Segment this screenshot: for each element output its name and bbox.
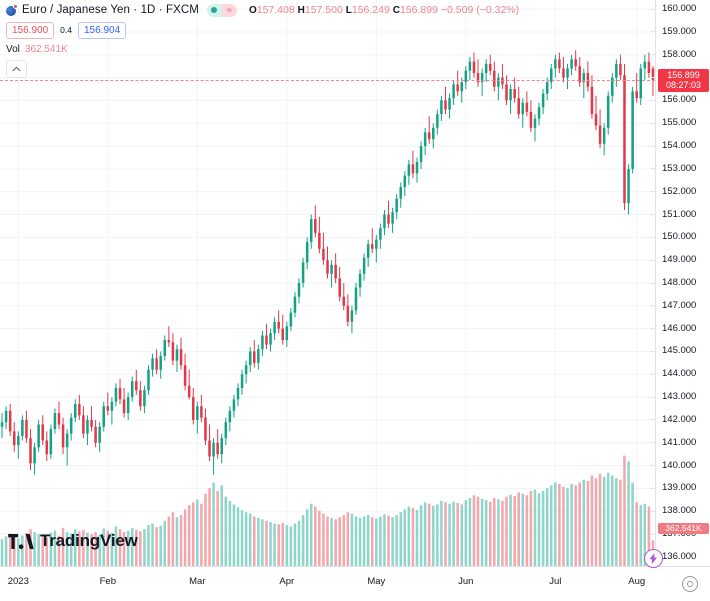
legend-title-row: Euro / Japanese Yen · 1D · FXCM ≈ O157.4… (6, 2, 519, 18)
time-axis[interactable]: 2023 Feb Mar Apr May Jun Jul Aug (0, 566, 710, 601)
volume-label: Vol (6, 44, 20, 55)
bolt-glyph-icon (649, 553, 658, 564)
price-axis-tick (651, 191, 656, 193)
price-axis-tick (651, 533, 656, 535)
price-badge-time: 08:27:03 (665, 80, 702, 91)
price-axis-tick (651, 282, 656, 284)
ohlc-l-val: 156.249 (351, 4, 390, 16)
time-axis-label: Aug (628, 576, 646, 587)
price-axis-tick (651, 214, 656, 216)
price-axis-tick (651, 122, 656, 124)
ohlc-c-val: 156.899 (400, 4, 438, 16)
price-axis-tick (651, 373, 656, 375)
price-badge-value: 156.899 (667, 69, 700, 80)
time-axis-label: Jun (458, 576, 474, 587)
price-axis-label: 152.000 (662, 185, 697, 197)
legend-quote-row: 156.900 0.4 156.904 (6, 21, 519, 39)
ohlc-h-key: H (297, 5, 305, 16)
ohlc-o-val: 157.408 (256, 4, 295, 16)
price-axis-label: 148.000 (662, 277, 697, 288)
price-axis-tick (651, 396, 656, 398)
price-axis-label: 146.000 (662, 322, 697, 334)
ohlc-c-key: C (392, 5, 400, 16)
price-axis-tick (651, 487, 656, 489)
volume-value: 362.541K (24, 44, 68, 55)
price-axis-label: 154.000 (662, 140, 697, 152)
price-axis-tick (651, 145, 656, 147)
price-axis-tick (651, 168, 656, 170)
price-axis-label: 151.000 (662, 208, 697, 220)
volume-badge[interactable]: 362.541K (658, 523, 709, 535)
price-axis-tick (651, 8, 656, 10)
current-price-badge[interactable]: 156.899 08:27:03 (658, 68, 709, 92)
price-axis-label: 140.000 (662, 459, 697, 471)
legend-volume-row: Vol 362.541K (6, 43, 519, 56)
price-axis-tick (651, 510, 656, 512)
eurjpy-flag-icon (6, 3, 18, 16)
price-axis-label: 156.000 (662, 94, 697, 106)
price-axis-label: 142.000 (662, 413, 697, 425)
price-axis-label: 155.000 (662, 117, 697, 129)
data-mode-icon: ≈ (221, 3, 237, 17)
price-axis-label: 147.000 (662, 299, 697, 311)
price-axis-tick (651, 54, 656, 56)
chart-legend[interactable]: Euro / Japanese Yen · 1D · FXCM ≈ O157.4… (6, 2, 519, 78)
candlestick-series (0, 50, 655, 566)
price-axis-tick (651, 236, 656, 238)
price-axis[interactable]: 136.000137.000138.000139.000140.000141.0… (651, 0, 710, 566)
price-axis-tick (651, 328, 656, 330)
price-axis-label: 144.000 (662, 368, 697, 380)
price-axis-tick (651, 465, 656, 467)
time-axis-label: May (367, 576, 386, 587)
price-axis-tick (651, 99, 656, 101)
bid-price-badge[interactable]: 156.900 (6, 21, 55, 39)
price-axis-label: 138.000 (662, 505, 697, 517)
price-axis-label: 149.000 (662, 254, 697, 266)
collapse-legend-button[interactable] (6, 60, 27, 78)
tradingview-watermark: TradingView (8, 531, 138, 551)
ohlc-change-pct: (−0.32%) (476, 4, 520, 16)
time-axis-label: Mar (189, 576, 206, 587)
time-axis-label: 2023 (7, 576, 29, 587)
ohlc-values: O157.408 H157.500 L156.249 C156.899 −0.5… (249, 4, 519, 16)
spread-value: 0.4 (60, 25, 72, 35)
time-axis-label: Jul (549, 576, 562, 587)
price-axis-tick (651, 77, 656, 79)
price-axis-label: 145.000 (662, 345, 697, 357)
price-axis-tick (651, 259, 656, 261)
price-axis-label: 160.000 (662, 3, 697, 15)
ohlc-l-key: L (345, 5, 352, 16)
price-axis-tick (651, 350, 656, 352)
lightning-bolt-icon[interactable] (644, 549, 664, 568)
chart-plot-area[interactable] (0, 0, 655, 566)
price-axis-tick (651, 442, 656, 444)
watermark-brand: TradingView (40, 531, 138, 550)
ask-price-badge[interactable]: 156.904 (77, 21, 127, 39)
price-axis-label: 136.000 (662, 550, 697, 562)
ohlc-o-key: O (248, 5, 257, 16)
ohlc-h-val: 157.500 (304, 4, 343, 16)
price-axis-label: 150.000 (662, 231, 697, 243)
price-axis-tick (651, 31, 656, 33)
price-axis-label: 143.000 (662, 391, 697, 403)
time-axis-label: Feb (99, 576, 116, 587)
market-status-pill[interactable]: ≈ (206, 3, 237, 17)
price-axis-label: 159.000 (662, 25, 697, 37)
price-axis-label: 141.000 (662, 436, 697, 448)
market-open-dot (206, 3, 222, 17)
current-price-line (0, 79, 655, 81)
price-axis-label: 153.000 (662, 162, 697, 174)
price-axis-label: 139.000 (662, 482, 697, 494)
chevron-up-icon (12, 66, 21, 72)
price-axis-tick (651, 419, 656, 421)
ohlc-change: −0.509 (440, 4, 474, 16)
symbol-title[interactable]: Euro / Japanese Yen · 1D · FXCM (22, 4, 199, 16)
time-axis-label: Apr (279, 576, 295, 587)
axis-settings-icon[interactable] (682, 576, 698, 592)
price-axis-tick (651, 305, 656, 307)
price-axis-label: 158.000 (662, 48, 697, 60)
tradingview-logo-icon (8, 533, 34, 549)
